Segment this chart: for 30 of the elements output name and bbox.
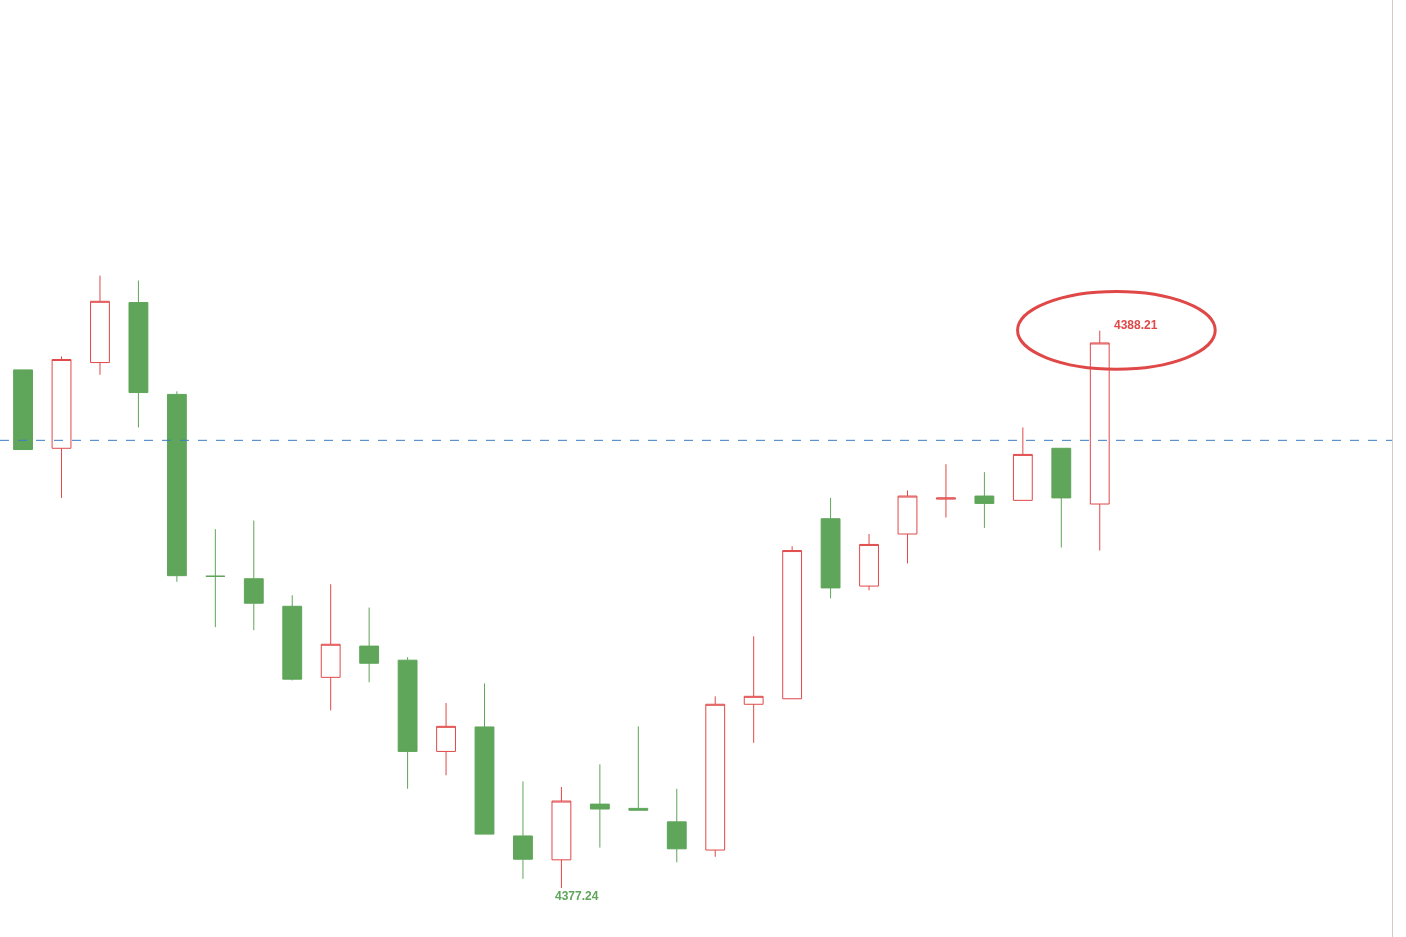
candlestick — [90, 275, 110, 376]
candlestick — [51, 355, 72, 499]
candlestick — [897, 490, 918, 564]
candlestick — [282, 594, 303, 681]
candlestick — [551, 786, 572, 889]
candlestick — [820, 497, 841, 599]
candlestick — [1012, 426, 1033, 501]
candlestick — [782, 545, 803, 700]
candlestick — [666, 788, 687, 863]
candlestick — [936, 463, 956, 518]
candlestick — [859, 533, 879, 591]
candlestick — [589, 763, 610, 849]
candlestick — [1051, 447, 1072, 548]
candlestick — [436, 702, 456, 776]
candlestick — [974, 471, 995, 529]
candlestick — [359, 607, 380, 683]
candlestick — [628, 725, 649, 811]
candlestick — [128, 279, 149, 428]
candlestick — [13, 369, 33, 451]
annotation: 4388.21 — [1114, 318, 1158, 332]
candlestick — [243, 520, 264, 631]
candlestick — [166, 390, 187, 583]
candlestick — [474, 682, 495, 835]
text: 4377.24 — [555, 889, 599, 903]
candlestick — [743, 635, 764, 744]
candlestick — [397, 656, 418, 790]
candlestick — [513, 780, 533, 880]
candlestick — [320, 583, 341, 711]
candlestick — [705, 695, 726, 858]
candlestick — [205, 528, 226, 628]
